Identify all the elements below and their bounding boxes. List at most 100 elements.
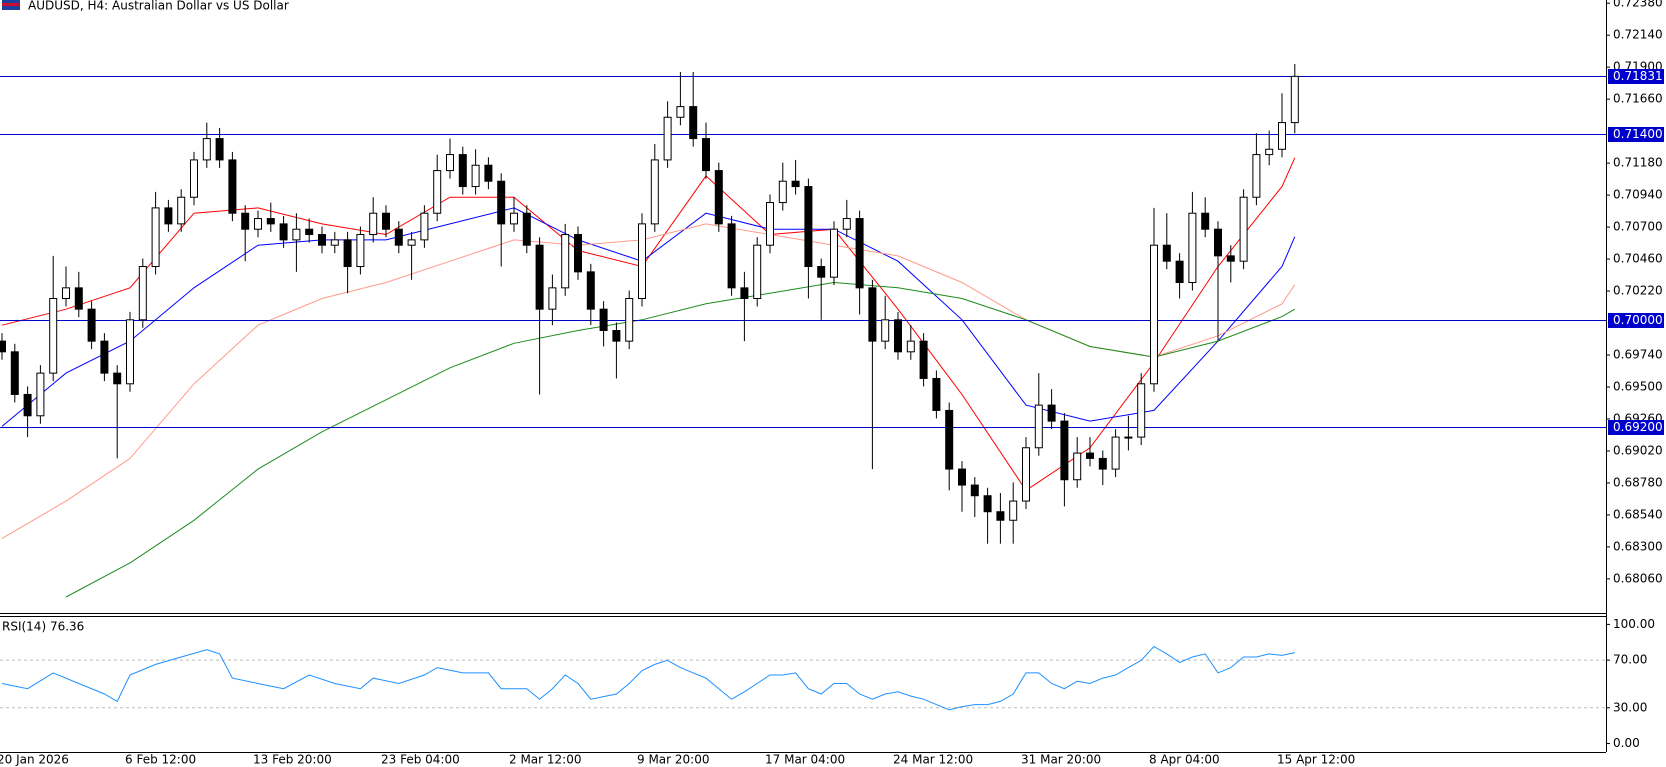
candle-body (650, 159, 659, 225)
candle-body (49, 298, 58, 374)
candle-body (958, 468, 966, 486)
candle-body (1124, 436, 1133, 439)
candle-body (330, 239, 339, 246)
candle-body (292, 228, 301, 241)
rsi-plot (0, 645, 1606, 711)
level-label: 0.71831 (1613, 69, 1663, 83)
candle-body (164, 207, 173, 225)
x-tick-label: 24 Mar 12:00 (893, 753, 973, 767)
x-tick-label: 15 Apr 12:00 (1277, 753, 1355, 767)
candle-body (190, 159, 198, 198)
y-tick-label: 0.68060 (1613, 571, 1663, 585)
candle-body (36, 372, 45, 417)
candle-body (87, 308, 96, 342)
y-tick-label: 0.72140 (1613, 28, 1663, 42)
candle-body (23, 393, 32, 417)
chart-title: AUDUSD, H4: Australian Dollar vs US Doll… (28, 0, 289, 13)
candle-body (1098, 457, 1107, 470)
candle-body (1188, 212, 1197, 284)
candle-body (932, 377, 941, 411)
candle-body (458, 154, 467, 188)
candle-body (830, 228, 838, 278)
level-label: 0.71400 (1613, 127, 1663, 141)
candle-body (535, 244, 544, 310)
moving-average (1, 223, 1296, 539)
candle-body (625, 298, 634, 342)
candle-body (1073, 452, 1082, 481)
x-tick-label: 13 Feb 20:00 (253, 753, 332, 767)
candle-body (1290, 75, 1299, 124)
y-tick-label: 0.70460 (1613, 252, 1663, 266)
y-tick-label: 0.00 (1613, 736, 1640, 750)
y-tick-label: 0.69020 (1613, 443, 1663, 457)
level-label-box (1608, 69, 1664, 84)
candle-body (266, 218, 275, 225)
candle-body (778, 180, 787, 204)
candle-body (906, 340, 915, 353)
candle-body (676, 106, 685, 118)
candle-body (548, 287, 557, 310)
candle-body (868, 287, 877, 342)
candle-body (356, 234, 365, 268)
x-tick-label: 8 Apr 04:00 (1149, 753, 1220, 767)
candle-body (151, 207, 160, 268)
candle-body (382, 212, 390, 230)
x-tick-label: 2 Mar 12:00 (509, 753, 582, 767)
candle-body (497, 180, 506, 225)
y-tick-label: 0.69500 (1613, 379, 1663, 393)
candle-body (1162, 244, 1171, 262)
candle-body (855, 218, 864, 289)
candle-body (791, 180, 800, 188)
candle-body (215, 138, 224, 161)
candle-body (74, 287, 83, 310)
candle-body (714, 170, 723, 225)
candle-body (433, 170, 442, 214)
candle-body (407, 239, 416, 246)
candle-body (983, 495, 992, 513)
candle-body (740, 287, 749, 300)
candle-body (1060, 420, 1069, 481)
candle-body (343, 239, 352, 268)
candle-body (420, 212, 429, 241)
y-tick-label: 0.69740 (1613, 348, 1663, 362)
x-tick-label: 9 Mar 20:00 (637, 753, 710, 767)
level-label: 0.69200 (1613, 420, 1663, 434)
candle-body (471, 164, 480, 188)
candle-body (919, 340, 928, 379)
candle-body (369, 212, 378, 236)
candle-body (177, 196, 186, 225)
candle-body (1034, 404, 1043, 449)
level-label-box (1608, 313, 1664, 328)
candle-body (113, 372, 122, 385)
level-label-box (1608, 420, 1664, 435)
moving-average (1, 157, 1296, 492)
level-label-box (1608, 127, 1664, 142)
candle-body (689, 106, 698, 140)
candle-body (1137, 383, 1146, 438)
candle-body (100, 340, 109, 374)
candle-body (817, 266, 826, 278)
y-tick-label: 0.71180 (1613, 156, 1663, 170)
candle-body (766, 202, 774, 246)
rsi-line (1, 645, 1295, 711)
x-tick-label: 20 Jan 2026 (0, 753, 69, 767)
candle-body (996, 511, 1005, 521)
candle-body (484, 164, 493, 182)
candle-body (1201, 212, 1210, 230)
candle-body (0, 340, 6, 353)
moving-average (1, 207, 1296, 427)
y-tick-label: 0.70940 (1613, 188, 1663, 202)
candle-body (599, 308, 608, 331)
candle-body (1265, 148, 1274, 156)
y-tick-label: 30.00 (1613, 700, 1647, 714)
candle-body (753, 244, 762, 300)
candle-body (10, 351, 19, 395)
candle-body (1086, 452, 1094, 459)
candle-body (638, 223, 646, 300)
candle-body (881, 319, 890, 342)
candle-body (702, 138, 710, 172)
candle-body (945, 409, 954, 470)
candle-body (279, 223, 288, 241)
candle-body (1239, 196, 1248, 262)
candle-body (228, 159, 237, 214)
